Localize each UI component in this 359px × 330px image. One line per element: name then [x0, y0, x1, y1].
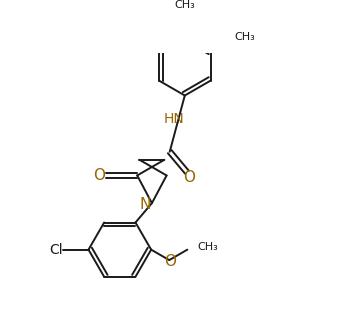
Text: Cl: Cl	[49, 243, 62, 257]
Text: N: N	[140, 197, 151, 212]
Text: CH₃: CH₃	[174, 0, 195, 10]
Text: O: O	[164, 254, 176, 269]
Text: CH₃: CH₃	[198, 242, 219, 252]
Text: O: O	[93, 168, 105, 183]
Text: CH₃: CH₃	[234, 32, 255, 42]
Text: O: O	[183, 170, 195, 185]
Text: HN: HN	[163, 112, 184, 126]
